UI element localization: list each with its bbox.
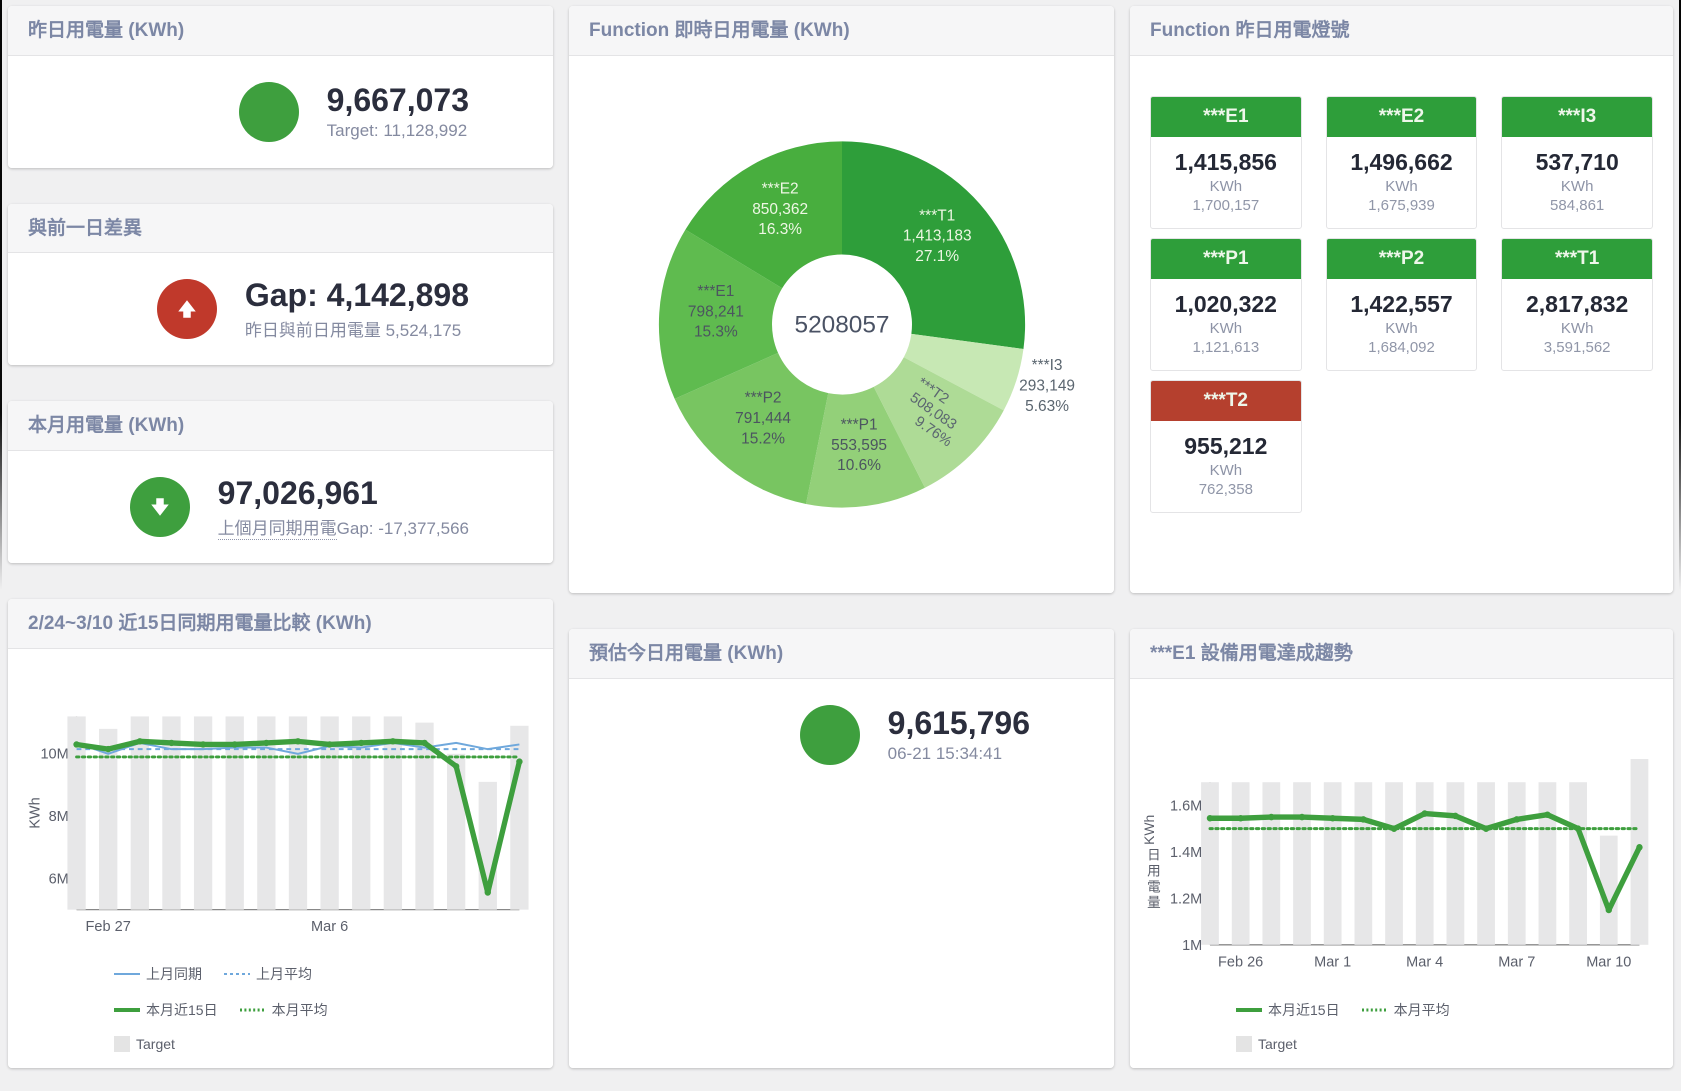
svg-text:791,444: 791,444 <box>735 410 791 427</box>
svg-text:***P1: ***P1 <box>840 416 877 433</box>
svg-text:Feb 26: Feb 26 <box>1218 954 1263 970</box>
svg-text:27.1%: 27.1% <box>915 248 959 265</box>
svg-text:10.6%: 10.6% <box>837 457 881 474</box>
svg-text:Mar 1: Mar 1 <box>1314 954 1351 970</box>
svg-text:850,362: 850,362 <box>752 201 808 218</box>
svg-text:1M: 1M <box>1182 937 1202 953</box>
svg-text:KWh: KWh <box>1142 814 1157 844</box>
svg-text:10M: 10M <box>40 746 68 762</box>
svg-text:Mar 10: Mar 10 <box>1586 954 1631 970</box>
svg-text:Mar 7: Mar 7 <box>1498 954 1535 970</box>
svg-text:***I3: ***I3 <box>1031 357 1062 374</box>
svg-text:798,241: 798,241 <box>687 303 743 320</box>
svg-text:15.3%: 15.3% <box>693 324 737 341</box>
svg-text:***E2: ***E2 <box>761 180 798 197</box>
svg-text:553,595: 553,595 <box>831 437 887 454</box>
svg-text:5.63%: 5.63% <box>1025 398 1069 415</box>
svg-text:量: 量 <box>1147 895 1161 910</box>
svg-text:8M: 8M <box>49 809 69 825</box>
svg-text:***P2: ***P2 <box>744 389 781 406</box>
svg-text:15.2%: 15.2% <box>741 430 785 447</box>
svg-text:用: 用 <box>1147 863 1161 878</box>
svg-text:日: 日 <box>1147 847 1161 862</box>
svg-text:5208057: 5208057 <box>794 311 889 338</box>
svg-text:1,413,183: 1,413,183 <box>902 228 971 245</box>
svg-text:1.6M: 1.6M <box>1170 798 1202 814</box>
svg-text:Mar 4: Mar 4 <box>1406 954 1443 970</box>
svg-text:293,149: 293,149 <box>1019 377 1075 394</box>
svg-text:電: 電 <box>1147 879 1161 894</box>
svg-text:Feb 27: Feb 27 <box>86 919 131 935</box>
svg-text:Mar 6: Mar 6 <box>311 919 348 935</box>
svg-text:KWh: KWh <box>28 797 44 829</box>
svg-text:1.4M: 1.4M <box>1170 844 1202 860</box>
svg-text:***T1: ***T1 <box>919 207 955 224</box>
svg-text:16.3%: 16.3% <box>758 221 802 238</box>
svg-text:6M: 6M <box>49 871 69 887</box>
svg-text:1.2M: 1.2M <box>1170 891 1202 907</box>
svg-text:***E1: ***E1 <box>697 283 734 300</box>
